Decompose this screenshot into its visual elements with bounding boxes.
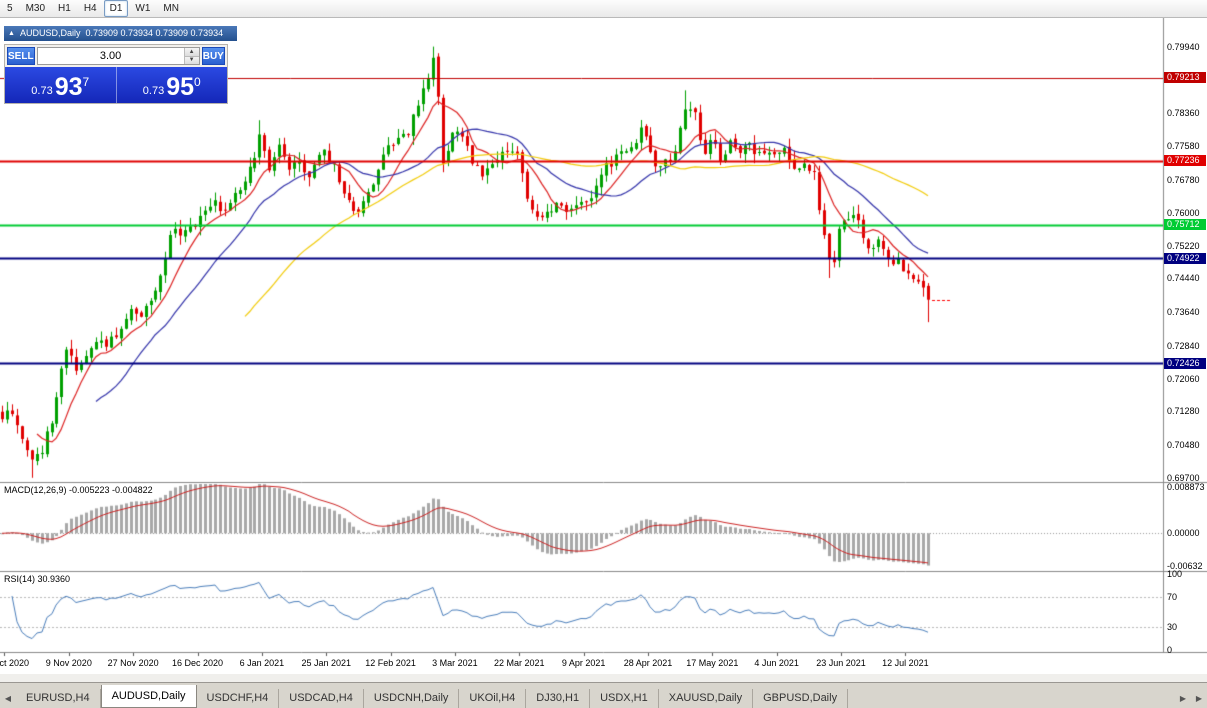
tab-usdx-h1[interactable]: USDX,H1: [590, 689, 659, 708]
sell-price-pip: 7: [82, 75, 90, 89]
tab-eurusd-h4[interactable]: EURUSD,H4: [16, 689, 101, 708]
volume-input[interactable]: [37, 48, 184, 64]
buy-button[interactable]: BUY: [201, 47, 225, 65]
buy-price-pip: 0: [194, 75, 201, 89]
chart-canvas[interactable]: [0, 18, 1207, 674]
one-click-trading-panel: SELL ▲ ▼ BUY 0.73 93 7 0.73 95 0: [4, 44, 228, 104]
tab-dj30-h1[interactable]: DJ30,H1: [526, 689, 591, 708]
volume-down-icon[interactable]: ▼: [184, 55, 199, 64]
timeframe-m30[interactable]: M30: [25, 3, 46, 14]
timeframe-mn[interactable]: MN: [163, 3, 179, 14]
timeframe-5[interactable]: 5: [7, 3, 13, 14]
volume-stepper: ▲ ▼: [36, 47, 200, 65]
tabs-scroll-end-icon[interactable]: ▶: [1195, 693, 1203, 703]
sell-price-main: 93: [54, 73, 83, 101]
status-strip: [0, 674, 1207, 682]
tab-gbpusd-daily[interactable]: GBPUSD,Daily: [753, 689, 849, 708]
tab-usdcnh-daily[interactable]: USDCNH,Daily: [364, 689, 460, 708]
chart-tabs: EURUSD,H4 AUDUSD,Daily USDCHF,H4 USDCAD,H4 U…: [16, 685, 849, 708]
chart-title-bar: ▲ AUDUSD,Daily 0.73909 0.73934 0.73909 0…: [4, 26, 237, 41]
tab-usdchf-h4[interactable]: USDCHF,H4: [197, 689, 280, 708]
chart-window-icon: ▲: [8, 30, 15, 37]
chart-tab-bar: ◀ EURUSD,H4 AUDUSD,Daily USDCHF,H4 USDCAD,H…: [0, 682, 1207, 708]
chart-ohlc-values: 0.73909 0.73934 0.73909 0.73934: [85, 28, 224, 38]
sell-price-prefix: 0.73: [31, 85, 53, 97]
buy-price-display[interactable]: 0.73 95 0: [115, 67, 228, 103]
timeframe-w1[interactable]: W1: [135, 3, 151, 14]
tab-usdcad-h4[interactable]: USDCAD,H4: [279, 689, 364, 708]
tab-ukoil-h4[interactable]: UKOil,H4: [459, 689, 527, 708]
tabs-scroll-left-icon[interactable]: ◀: [4, 693, 12, 703]
timeframe-toolbar: 5 M30 H1 H4 D1 W1 MN: [0, 0, 1207, 18]
volume-up-icon[interactable]: ▲: [184, 48, 199, 56]
timeframe-h4[interactable]: H4: [83, 3, 97, 14]
timeframe-d1[interactable]: D1: [103, 0, 129, 17]
chart-symbol-period: AUDUSD,Daily: [19, 28, 81, 38]
buy-price-main: 95: [166, 73, 195, 101]
timeframe-h1[interactable]: H1: [58, 3, 71, 14]
tabs-scroll-right-icon[interactable]: ▶: [1179, 693, 1187, 703]
chart-window: MACD(12,26,9) -0.005223 -0.004822 RSI(14…: [0, 18, 1207, 674]
buy-price-prefix: 0.73: [142, 85, 165, 97]
tab-audusd-daily[interactable]: AUDUSD,Daily: [100, 685, 197, 708]
sell-button[interactable]: SELL: [7, 47, 35, 65]
tab-xauusd-daily[interactable]: XAUUSD,Daily: [659, 689, 754, 708]
sell-price-display[interactable]: 0.73 93 7: [5, 67, 116, 103]
